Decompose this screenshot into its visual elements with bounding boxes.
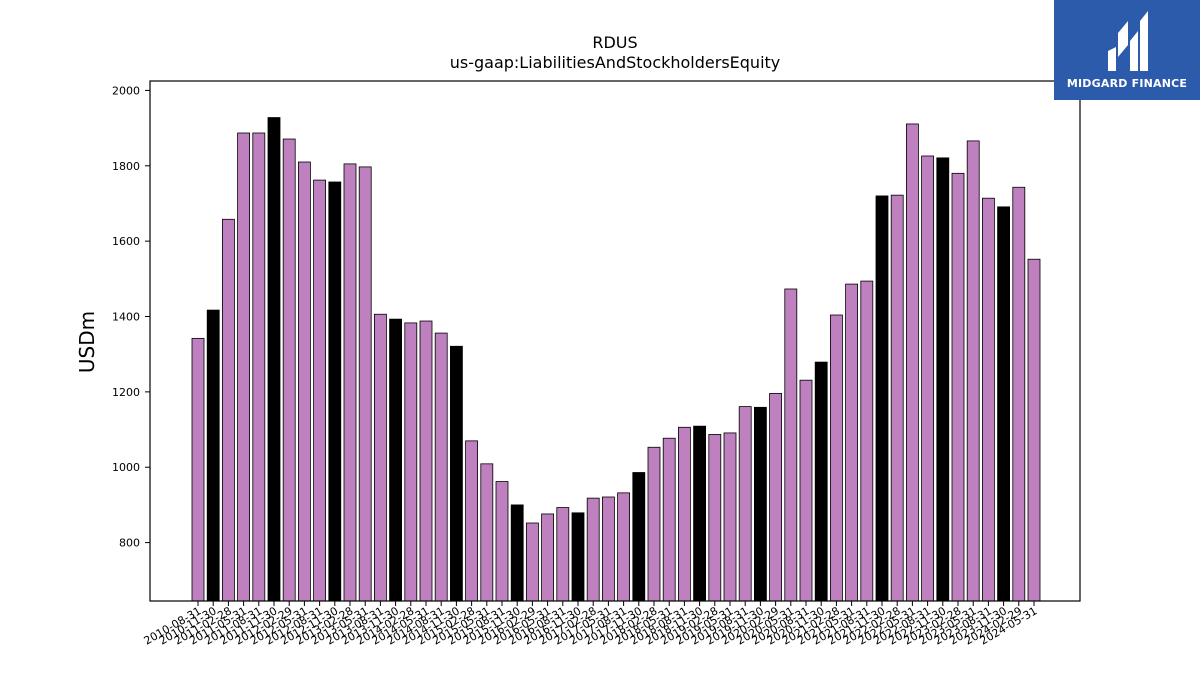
bar-2014-11-30: [449, 345, 463, 602]
bar-2021-11-30: [875, 195, 889, 602]
bar-2015-08-31: [495, 481, 509, 602]
bar-2016-11-30: [571, 512, 585, 602]
bar-2016-08-31: [556, 507, 570, 602]
logo: MIDGARD FINANCE: [1054, 0, 1200, 100]
bar-2012-08-31: [313, 179, 327, 602]
chart-subtitle: us-gaap:LiabilitiesAndStockholdersEquity: [450, 53, 781, 72]
bar-2019-11-30: [754, 406, 767, 602]
bar-2013-11-30: [389, 318, 403, 602]
bar-2011-02-28: [221, 218, 235, 602]
bar-2017-08-31: [617, 492, 630, 602]
bar-2020-11-30: [814, 361, 828, 602]
y-tick-label: 1600: [112, 235, 140, 248]
y-axis-label: USDm: [75, 311, 99, 373]
bar-2012-05-31: [297, 161, 311, 602]
y-tick-label: 1000: [112, 461, 140, 474]
midgard-logo-icon: [1108, 10, 1148, 71]
chart-title: RDUS: [592, 33, 637, 52]
bar-2013-05-31: [358, 166, 372, 602]
y-tick-label: 2000: [112, 84, 140, 97]
bar-2019-08-31: [738, 406, 752, 602]
bar-2016-02-29: [526, 522, 539, 602]
bar-2017-02-28: [586, 497, 600, 602]
bar-2019-02-28: [708, 434, 722, 602]
bar-2024-02-29: [1012, 186, 1026, 602]
bar-2020-05-31: [784, 288, 798, 602]
bar-2014-08-31: [434, 332, 448, 602]
logo-text: MIDGARD FINANCE: [1066, 76, 1188, 90]
bar-2022-05-31: [906, 123, 919, 602]
bar-2012-11-30: [328, 181, 342, 602]
bar-2010-11-30: [206, 309, 220, 602]
bar-2015-11-30: [510, 504, 524, 602]
bar-2020-08-31: [799, 379, 813, 602]
bar-2011-08-31: [252, 132, 266, 602]
bar-2022-02-28: [890, 194, 904, 602]
plot-frame: [149, 80, 1081, 602]
y-tick-label: 800: [119, 537, 140, 550]
bar-2020-02-29: [769, 392, 782, 602]
bar-2014-02-28: [404, 322, 418, 602]
bar-2022-11-30: [936, 157, 950, 602]
bar-2019-05-31: [723, 432, 737, 602]
bars-group: [191, 117, 1041, 602]
bar-2017-11-30: [632, 472, 646, 602]
bar-2012-02-29: [282, 138, 296, 602]
y-axis: 800 1000 1200 1400 1600 1800 2000: [112, 84, 150, 550]
bar-2016-05-31: [541, 513, 554, 602]
bar-2018-02-28: [647, 446, 661, 602]
bar-2023-11-30: [997, 206, 1010, 602]
bar-2021-02-28: [830, 314, 843, 602]
bar-2017-05-31: [602, 496, 615, 602]
y-tick-label: 1800: [112, 160, 140, 173]
bar-2023-02-28: [951, 172, 965, 602]
bar-2021-05-31: [845, 283, 858, 602]
bar-2010-08-31: [191, 337, 205, 602]
bar-2013-08-31: [373, 313, 387, 602]
bar-2018-08-31: [678, 426, 691, 602]
bar-2015-05-31: [480, 463, 494, 602]
bar-2015-02-28: [465, 440, 479, 602]
bar-2014-05-31: [419, 320, 433, 602]
x-axis: 2010-08-312010-11-302011-02-282011-05-31…: [142, 601, 1040, 648]
bar-2011-05-31: [237, 132, 251, 602]
bar-2023-08-31: [982, 197, 995, 602]
bar-2018-11-30: [693, 425, 706, 602]
bar-2011-11-30: [267, 117, 281, 602]
bar-2023-05-31: [966, 140, 980, 602]
bar-2024-05-31: [1027, 258, 1041, 602]
bar-2021-08-31: [860, 280, 874, 602]
bar-2022-08-31: [921, 155, 934, 602]
y-tick-label: 1400: [112, 311, 140, 324]
bar-2018-05-31: [662, 437, 676, 602]
bar-2013-02-28: [343, 163, 357, 602]
y-tick-label: 1200: [112, 386, 140, 399]
